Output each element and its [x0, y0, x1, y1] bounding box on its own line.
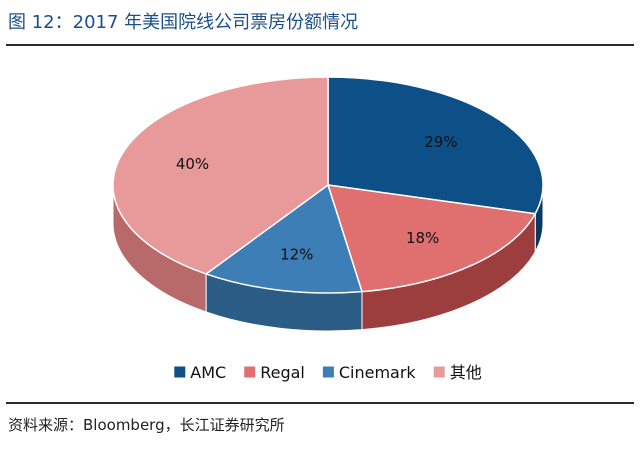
pie-slice-amc [327, 76, 544, 215]
legend-label-cinemark: Cinemark [339, 363, 417, 382]
figure-title: 图 12：2017 年美国院线公司票房份额情况 [8, 12, 359, 33]
value-label-amc: 29% [424, 133, 457, 151]
chart-legend: AMC Regal Cinemark 其他 [174, 363, 482, 382]
legend-swatch-cinemark [322, 366, 334, 378]
value-label-其他: 40% [176, 155, 209, 173]
value-label-cinemark: 12% [280, 246, 313, 264]
pie-slice-regal [327, 184, 536, 293]
source-note: 资料来源：Bloomberg，长江证券研究所 [8, 416, 285, 434]
legend-label-regal: Regal [260, 363, 305, 382]
pie-slice-其他 [112, 76, 329, 275]
title-rule [6, 44, 634, 46]
legend-swatch-amc [174, 366, 186, 378]
pie-sides [112, 184, 544, 332]
pie-slice-cinemark [205, 184, 363, 294]
legend-label-amc: AMC [190, 363, 226, 382]
legend-swatch-regal [244, 366, 256, 378]
source-rule [6, 402, 634, 404]
legend-swatch-其他 [433, 366, 445, 378]
legend-label-其他: 其他 [450, 363, 482, 382]
pie-slices [112, 76, 544, 294]
pie-value-labels: 29% 18% 12% 40% [176, 133, 458, 264]
value-label-regal: 18% [406, 229, 439, 247]
